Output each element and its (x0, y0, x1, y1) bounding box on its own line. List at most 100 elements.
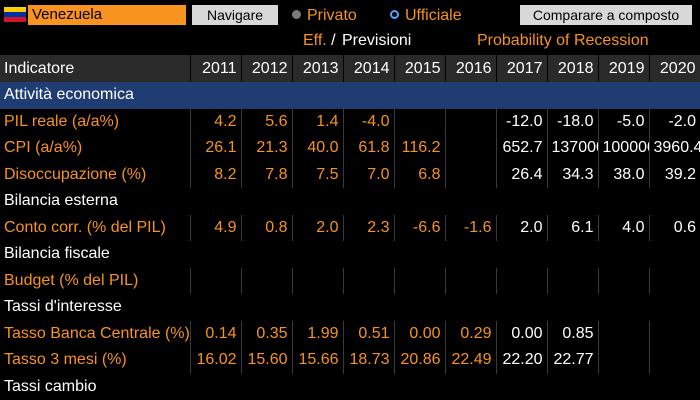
table-cell: 5.6 (240, 108, 292, 135)
column-header-year[interactable]: 2012 (241, 55, 293, 82)
group-header-row: Bilancia esterna (0, 188, 700, 215)
table-cell: 39.2 (648, 161, 700, 188)
table-cell: 15.66 (291, 347, 343, 374)
table-cell: 21.3 (240, 135, 292, 162)
column-header-year[interactable]: 2016 (445, 55, 497, 82)
column-header-year[interactable]: 2019 (598, 55, 650, 82)
column-header-year[interactable]: 2013 (292, 55, 344, 82)
indicator-label[interactable]: Budget (% del PIL) (4, 271, 139, 289)
table-cell: 20.86 (393, 347, 445, 374)
table-cell: -18.0 (546, 108, 598, 135)
table-cell: 8.2 (189, 161, 241, 188)
table-cell (648, 347, 700, 374)
table-cell: 1.99 (291, 320, 343, 347)
probability-of-recession-link[interactable]: Probability of Recession (477, 32, 649, 49)
table-cell: 7.5 (291, 161, 343, 188)
indicator-label[interactable]: Tasso 3 mesi (%) (4, 351, 127, 369)
compare-composite-button[interactable]: Comparare a composto (520, 5, 692, 25)
column-header-year[interactable]: 2020 (649, 55, 700, 82)
legend-forecast-label: Previsioni (342, 32, 412, 49)
legend-actual: Eff. / (303, 30, 336, 52)
table-cell (291, 267, 343, 294)
column-header-year[interactable]: 2015 (394, 55, 446, 82)
table-cell: 16.02 (189, 347, 241, 374)
group-title: Bilancia esterna (4, 192, 118, 210)
table-cell (546, 267, 598, 294)
table-row: CPI (a/a%) 26.1 21.3 40.0 61.8 116.2 652.7 1370… (0, 135, 700, 162)
country-field[interactable]: Venezuela (28, 5, 186, 25)
table-cell (393, 108, 445, 135)
radio-unselected-icon (292, 10, 301, 19)
radio-private[interactable]: Privato (292, 6, 357, 26)
table-cell (597, 320, 649, 347)
radio-private-label: Privato (307, 7, 357, 24)
table-row: Tasso 3 mesi (%) 16.02 15.60 15.66 18.73 20.8… (0, 347, 700, 374)
legend-actual-label: Eff. (303, 32, 327, 49)
table-cell (648, 320, 700, 347)
flag-stripe-blue (4, 12, 26, 17)
table-cell: 0.85 (546, 320, 598, 347)
navigate-button[interactable]: Navigare (192, 5, 278, 25)
section-header-row: Attività economica (0, 82, 700, 109)
table-cell (342, 267, 394, 294)
table-cell: 61.8 (342, 135, 394, 162)
table-cell (444, 267, 496, 294)
table-cell: 22.49 (444, 347, 496, 374)
column-header-year[interactable]: 2011 (190, 55, 242, 82)
table-cell: -5.0 (597, 108, 649, 135)
table-cell: 0.35 (240, 320, 292, 347)
column-header-year[interactable]: 2017 (496, 55, 548, 82)
table-cell: 2.0 (291, 214, 343, 241)
venezuela-flag-icon (4, 7, 26, 22)
flag-stripe-red (4, 17, 26, 22)
radio-official[interactable]: Ufficiale (390, 6, 462, 26)
table-cell: 34.3 (546, 161, 598, 188)
table-cell: 0.14 (189, 320, 241, 347)
section-title: Attività economica (0, 82, 700, 109)
column-header-year[interactable]: 2018 (547, 55, 599, 82)
table-cell (495, 267, 547, 294)
indicator-label[interactable]: CPI (a/a%) (4, 139, 83, 157)
indicator-label[interactable]: Conto corr. (% del PIL) (4, 218, 166, 236)
indicator-label[interactable]: PIL reale (a/a%) (4, 112, 120, 130)
column-header-indicator[interactable]: Indicatore (0, 55, 191, 82)
table-cell: 652.7 (495, 135, 547, 162)
table-cell: 7.8 (240, 161, 292, 188)
indicator-label[interactable]: Tasso Banca Centrale (%) (4, 324, 190, 342)
table-cell (597, 347, 649, 374)
table-cell: 0.6 (648, 214, 700, 241)
table-row: Budget (% del PIL) (0, 267, 700, 294)
table-cell: 38.0 (597, 161, 649, 188)
table-cell: -2.0 (648, 108, 700, 135)
table-cell (444, 161, 496, 188)
group-header-row: Bilancia fiscale (0, 241, 700, 268)
table-cell: 2.3 (342, 214, 394, 241)
table-cell: 40.0 (291, 135, 343, 162)
group-header-row: Tassi cambio (0, 374, 700, 400)
table-cell: 0.00 (495, 320, 547, 347)
table-cell (597, 267, 649, 294)
table-cell: 15.60 (240, 347, 292, 374)
table-cell: 137000 (546, 135, 598, 162)
group-title: Bilancia fiscale (4, 245, 110, 263)
radio-selected-icon (390, 10, 399, 19)
table-row: Conto corr. (% del PIL) 4.9 0.8 2.0 2.3 -6.6-… (0, 214, 700, 241)
table-cell: 6.1 (546, 214, 598, 241)
table-cell: 3960.4 (648, 135, 700, 162)
table-cell: 26.1 (189, 135, 241, 162)
table-cell (240, 267, 292, 294)
flag-stripe-yellow (4, 7, 26, 12)
table-cell: 4.9 (189, 214, 241, 241)
table-row: Tasso Banca Centrale (%) 0.14 0.35 1.99 0.51… (0, 320, 700, 347)
table-cell: 6.8 (393, 161, 445, 188)
table-cell (189, 267, 241, 294)
indicators-table: Indicatore 2011 2012 2013 2014 2015 2016 2017 2… (0, 55, 700, 400)
table-cell: 7.0 (342, 161, 394, 188)
group-header-row: Tassi d'interesse (0, 294, 700, 321)
column-header-year[interactable]: 2014 (343, 55, 395, 82)
indicator-label[interactable]: Disoccupazione (%) (4, 165, 147, 183)
table-cell: 26.4 (495, 161, 547, 188)
legend-separator: / (331, 32, 336, 49)
table-cell: -12.0 (495, 108, 547, 135)
table-cell (648, 267, 700, 294)
